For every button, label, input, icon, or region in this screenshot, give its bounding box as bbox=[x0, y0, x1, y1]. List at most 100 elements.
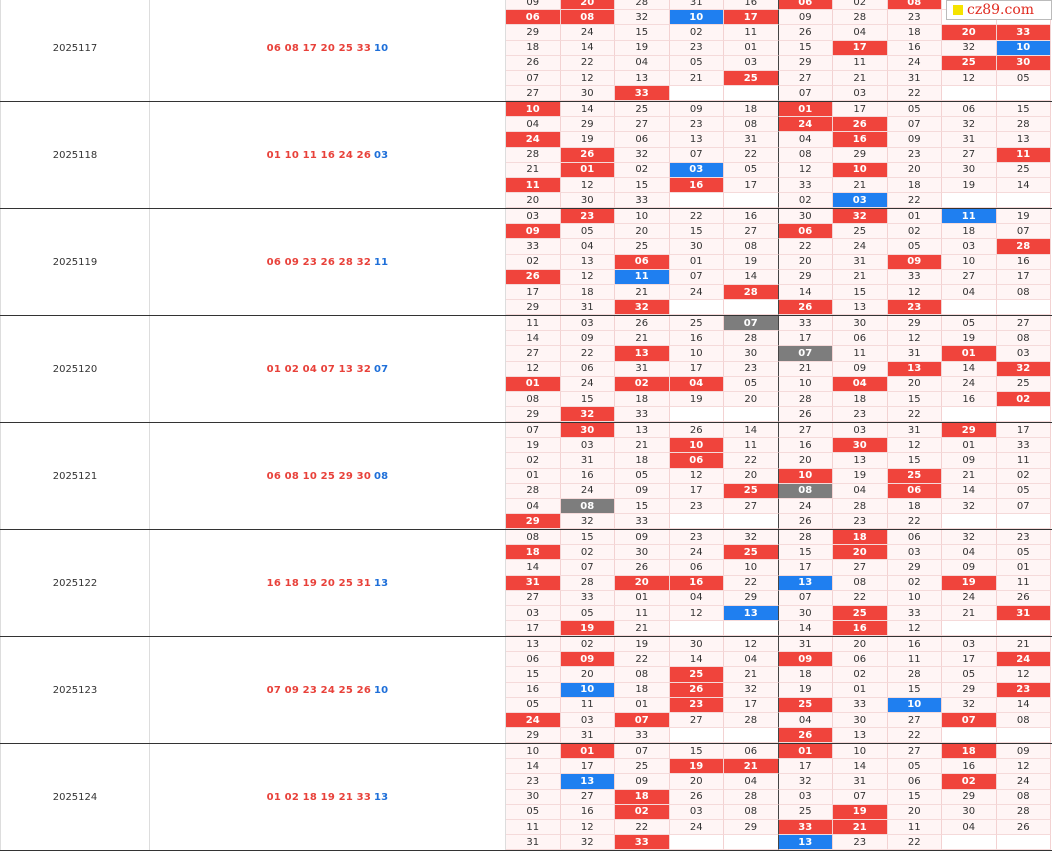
grid-cell: 05 bbox=[724, 162, 779, 178]
grid-cell bbox=[942, 835, 997, 851]
grid-cell: 31 bbox=[506, 835, 561, 851]
grid-cell: 22 bbox=[724, 453, 779, 469]
grid-cell bbox=[669, 407, 724, 423]
draw-numbers: 06 09 23 26 28 32 11 bbox=[150, 209, 506, 315]
grid-row: 21 01 02 03 05 12 10 20 30 25 bbox=[506, 162, 1051, 178]
grid-row: 29 24 15 02 11 26 04 18 20 33 bbox=[506, 25, 1051, 41]
grid-cell: 19 bbox=[833, 804, 888, 820]
grid-cell bbox=[669, 193, 724, 209]
grid-cell: 12 bbox=[887, 438, 942, 454]
grid-cell: 08 bbox=[996, 713, 1051, 729]
grid-cell: 12 bbox=[778, 162, 833, 178]
grid-cell bbox=[942, 300, 997, 316]
grid-cell: 30 bbox=[778, 606, 833, 622]
grid-cell: 09 bbox=[778, 10, 833, 26]
grid-cell: 32 bbox=[778, 774, 833, 790]
grid-cell: 27 bbox=[778, 71, 833, 87]
grid-cell: 25 bbox=[615, 102, 670, 118]
grid-cell: 18 bbox=[778, 667, 833, 683]
grid-cell: 30 bbox=[996, 55, 1051, 71]
grid-cell: 04 bbox=[778, 713, 833, 729]
grid-cell: 05 bbox=[942, 667, 997, 683]
grid-cell: 07 bbox=[615, 713, 670, 729]
grid-cell: 25 bbox=[615, 239, 670, 255]
grid-cell: 33 bbox=[887, 269, 942, 285]
grid-cell: 33 bbox=[560, 590, 615, 606]
issue-number: 2025123 bbox=[0, 637, 150, 743]
grid-row: 29 31 32 26 13 23 bbox=[506, 300, 1051, 316]
grid-cell: 04 bbox=[778, 132, 833, 148]
grid-cell: 16 bbox=[887, 637, 942, 653]
grid-row: 07 12 13 21 25 27 21 31 12 05 bbox=[506, 71, 1051, 87]
grid-cell: 31 bbox=[778, 637, 833, 653]
grid-cell: 29 bbox=[942, 789, 997, 805]
grid-row: 27 30 33 07 03 22 bbox=[506, 86, 1051, 102]
grid-cell: 03 bbox=[560, 438, 615, 454]
grid-cell: 17 bbox=[669, 483, 724, 499]
grid-cell: 02 bbox=[560, 637, 615, 653]
grid-cell: 28 bbox=[778, 392, 833, 408]
grid-cell: 16 bbox=[942, 392, 997, 408]
grid-cell: 21 bbox=[833, 269, 888, 285]
grid-cell: 18 bbox=[615, 392, 670, 408]
grid-cell: 01 bbox=[506, 376, 561, 392]
grid-cell: 31 bbox=[560, 300, 615, 316]
grid-cell: 06 bbox=[833, 652, 888, 668]
grid-cell: 10 bbox=[724, 560, 779, 576]
grid-cell: 20 bbox=[887, 804, 942, 820]
grid-cell: 02 bbox=[615, 162, 670, 178]
grid-cell: 09 bbox=[615, 530, 670, 546]
grid-cell bbox=[942, 728, 997, 744]
grid-cell bbox=[996, 407, 1051, 423]
grid-cell: 17 bbox=[778, 560, 833, 576]
grid-cell bbox=[942, 514, 997, 530]
grid-cell: 01 bbox=[833, 682, 888, 698]
grid-cell: 27 bbox=[669, 713, 724, 729]
grid-cell: 08 bbox=[560, 499, 615, 515]
grid-cell: 12 bbox=[506, 361, 561, 377]
grid-cell: 12 bbox=[560, 269, 615, 285]
grid-cell: 22 bbox=[887, 407, 942, 423]
grid-cell: 22 bbox=[887, 835, 942, 851]
grid-cell: 20 bbox=[724, 392, 779, 408]
grid-cell: 03 bbox=[833, 193, 888, 209]
site-logo[interactable]: cz89.com bbox=[946, 0, 1052, 20]
red-balls: 06 08 10 25 29 30 bbox=[266, 470, 371, 482]
grid-cell: 29 bbox=[887, 560, 942, 576]
grid-cell: 33 bbox=[996, 438, 1051, 454]
grid-cell: 17 bbox=[506, 285, 561, 301]
grid-cell: 05 bbox=[996, 545, 1051, 561]
number-grid: 03 23 10 22 16 30 32 01 11 19 09 05 20 15 27 06 25 02 18 07… bbox=[506, 209, 1051, 316]
grid-cell: 21 bbox=[942, 606, 997, 622]
grid-cell bbox=[669, 514, 724, 530]
grid-row: 27 33 01 04 29 07 22 10 24 26 bbox=[506, 590, 1051, 606]
grid-cell: 33 bbox=[778, 178, 833, 194]
grid-cell bbox=[996, 193, 1051, 209]
grid-cell: 19 bbox=[669, 759, 724, 775]
grid-cell: 03 bbox=[560, 316, 615, 332]
grid-cell: 24 bbox=[942, 376, 997, 392]
grid-cell: 16 bbox=[778, 438, 833, 454]
grid-cell: 04 bbox=[833, 376, 888, 392]
grid-cell: 05 bbox=[887, 239, 942, 255]
number-grid: 10 14 25 09 18 01 17 05 06 15 04 29 27 23 08 24 26 07 32 28… bbox=[506, 102, 1051, 209]
grid-cell: 14 bbox=[996, 178, 1051, 194]
grid-cell: 06 bbox=[887, 774, 942, 790]
grid-cell: 12 bbox=[942, 71, 997, 87]
grid-row: 20 30 33 02 03 22 bbox=[506, 193, 1051, 209]
grid-cell: 04 bbox=[615, 55, 670, 71]
grid-cell: 11 bbox=[506, 820, 561, 836]
number-grid: 13 02 19 30 12 31 20 16 03 21 06 09 22 14 04 09 06 11 17 24… bbox=[506, 637, 1051, 744]
grid-cell: 22 bbox=[615, 652, 670, 668]
grid-row: 29 31 33 26 13 22 bbox=[506, 728, 1051, 744]
grid-cell: 05 bbox=[669, 55, 724, 71]
grid-cell: 21 bbox=[615, 438, 670, 454]
grid-row: 26 22 04 05 03 29 11 24 25 30 bbox=[506, 55, 1051, 71]
grid-cell: 07 bbox=[996, 499, 1051, 515]
grid-cell bbox=[942, 621, 997, 637]
issue-number: 2025118 bbox=[0, 102, 150, 208]
grid-cell bbox=[724, 407, 779, 423]
grid-cell: 20 bbox=[615, 575, 670, 591]
grid-cell: 08 bbox=[778, 147, 833, 163]
grid-cell: 10 bbox=[669, 10, 724, 26]
